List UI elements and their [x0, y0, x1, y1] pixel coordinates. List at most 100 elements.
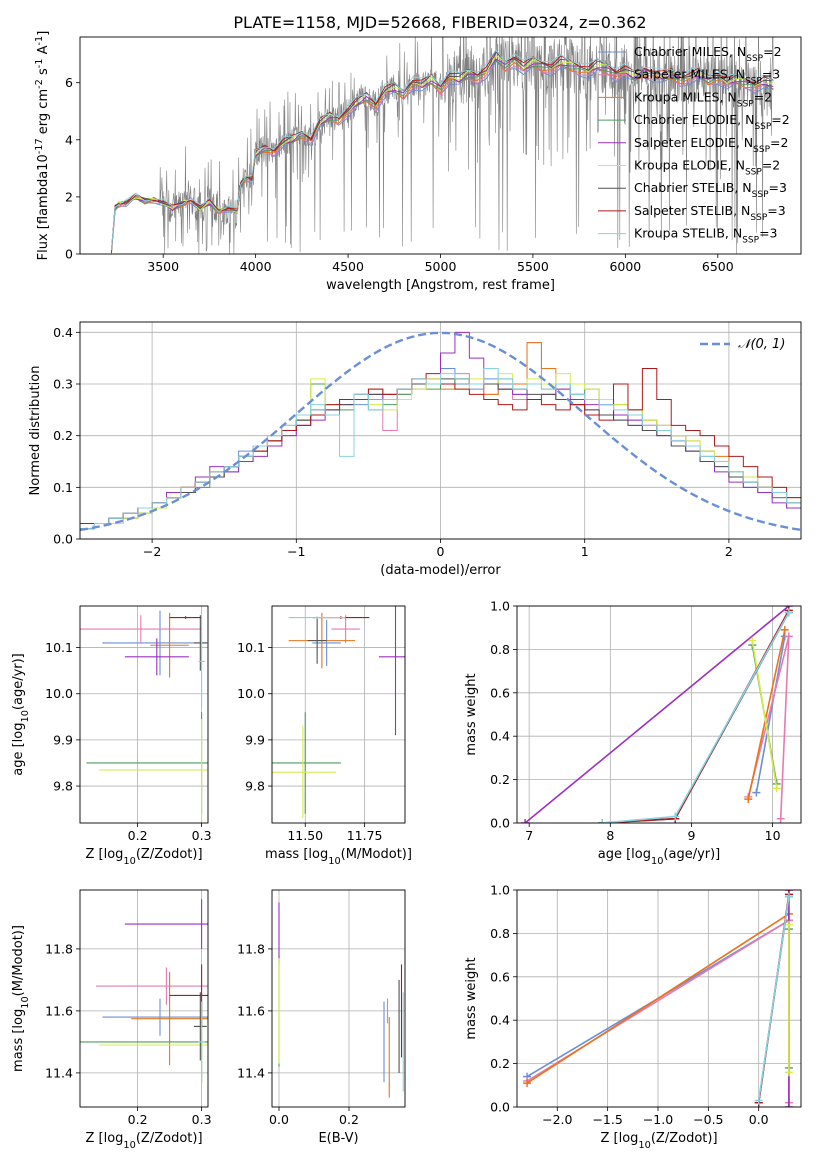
x-axis-label: Z [log10(Z/Zodot)] [600, 1131, 717, 1151]
y-tick-label: 9.8 [53, 779, 73, 794]
y-tick-label: 0.1 [53, 480, 73, 495]
weight-line [602, 609, 790, 823]
x-tick-label: 11.75 [347, 828, 383, 843]
model-spectrum-line [110, 60, 774, 253]
legend-label: Kroupa STELIB, NSSP=3 [634, 226, 778, 246]
label-part: (M/M [341, 847, 373, 862]
legend-sub: SSP [737, 99, 754, 109]
label-part: mass weight [464, 673, 479, 755]
y-axis-label: age [log10(age/yr)] [11, 653, 31, 776]
model-spectrum-line [110, 51, 774, 254]
label-part: (Z/Z [136, 1131, 163, 1146]
legend-text: Salpeter ELODIE, N [634, 135, 753, 150]
weight-line [751, 640, 778, 789]
y-axis-label: mass [log10(M/Modot)] [11, 925, 31, 1072]
x-tick-label: 0 [437, 544, 445, 559]
y-tick-label: 11.4 [237, 1065, 265, 1080]
observed-spectrum-line [111, 37, 774, 254]
weight-marker [784, 632, 793, 641]
legend-label: Chabrier ELODIE, NSSP=2 [634, 112, 790, 132]
legend-label: Kroupa MILES, NSSP=2 [634, 89, 772, 109]
x-tick-label: 2 [725, 544, 733, 559]
label-part: age [log [598, 847, 651, 862]
y-tick-label: 0.4 [53, 325, 73, 340]
weight-line [524, 606, 790, 823]
legend-text: Chabrier ELODIE, N [634, 112, 754, 127]
x-tick-label: 0.3 [192, 1112, 212, 1127]
legend-text: Salpeter STELIB, N [634, 203, 750, 218]
y-tick-label: 10.0 [237, 686, 265, 701]
y-tick-label: 10.1 [45, 640, 73, 655]
y-tick-label: 9.8 [245, 779, 265, 794]
label-part: -1 [34, 36, 45, 46]
x-tick-label: 0.0 [269, 1112, 289, 1127]
x-axis-label: age [log10(age/yr)] [598, 847, 721, 867]
legend-suffix: =3 [769, 180, 787, 195]
y-tick-label: 0.2 [490, 1056, 510, 1071]
legend-suffix: =3 [759, 226, 777, 241]
label-part: 10 [638, 1140, 650, 1151]
axes-frame [79, 605, 209, 824]
label-part: -17 [34, 138, 45, 154]
label-part: odot)] [373, 847, 412, 862]
weight-line [602, 612, 790, 823]
x-tick-label: −1.5 [592, 1112, 622, 1127]
legend-suffix: =2 [771, 112, 789, 127]
y-tick-label: 0 [65, 247, 73, 262]
weight-marker [748, 636, 757, 645]
weight-marker [776, 814, 785, 823]
plot-area [110, 37, 774, 254]
label-part: (Z/Z [651, 1131, 678, 1146]
x-tick-label: −1.0 [643, 1112, 673, 1127]
axes-frame [271, 889, 406, 1108]
label-part: Flux [f [36, 216, 51, 260]
weight-marker [523, 1079, 532, 1088]
y-tick-label: 0.4 [490, 729, 510, 744]
y-tick-label: 11.4 [45, 1065, 73, 1080]
legend-label: Salpeter STELIB, NSSP=3 [634, 203, 786, 223]
y-axis-label: mass weight [464, 673, 479, 755]
x-axis-label: wavelength [Angstrom, rest frame] [326, 278, 555, 293]
label-part: s [36, 68, 51, 79]
legend-sub: SSP [746, 54, 763, 64]
x-tick-label: −2.0 [542, 1112, 572, 1127]
x-tick-label: 11.50 [287, 828, 323, 843]
y-tick-label: 2 [65, 189, 73, 204]
legend-suffix: =2 [763, 44, 781, 59]
chart-weight_vs_Z: −2.0 −1.5 −1.0 −0.5 0.0 0.0 0.2 0.4 0.6 0.8 1.0 Z [… [464, 883, 802, 1151]
label-part: odot)] [163, 1131, 202, 1146]
y-tick-label: 1.0 [490, 883, 510, 898]
label-part: A [36, 45, 51, 58]
x-tick-label: 0.3 [192, 828, 212, 843]
legend-sub: SSP [745, 168, 762, 178]
y-tick-label: 9.9 [245, 732, 265, 747]
label-part: lambda10 [36, 154, 51, 216]
x-tick-label: 7 [525, 828, 533, 843]
x-tick-label: 5500 [517, 259, 549, 274]
x-tick-label: −0.5 [693, 1112, 723, 1127]
plot-area [80, 331, 801, 532]
legend-sub: SSP [742, 236, 759, 246]
weight-line [755, 636, 786, 793]
plot-area [523, 890, 793, 1107]
legend-suffix: =2 [762, 158, 780, 173]
x-tick-label: −1 [287, 544, 305, 559]
x-tick-label: 0.2 [128, 1112, 148, 1127]
label-part: (Z/Z [136, 847, 163, 862]
y-tick-label: 0.0 [490, 1100, 510, 1115]
weight-marker [784, 920, 793, 929]
label-part: (age/yr)] [663, 847, 720, 862]
chart-mass_vs_ebv: 0.0 0.2 11.4 11.6 11.8 E(B-V) [237, 889, 406, 1146]
legend-label: 𝒩(0, 1) [738, 337, 785, 352]
plot-area [272, 606, 405, 819]
label-part: 10 [20, 710, 31, 722]
y-tick-label: 0.0 [53, 532, 73, 547]
x-tick-label: −2 [143, 544, 161, 559]
weight-marker [784, 1068, 793, 1077]
y-axis-label: mass weight [464, 957, 479, 1039]
label-part: mass [log [11, 1009, 26, 1072]
label-part: odot)] [11, 925, 26, 964]
y-tick-label: 4 [65, 132, 73, 147]
weight-marker [744, 795, 753, 804]
